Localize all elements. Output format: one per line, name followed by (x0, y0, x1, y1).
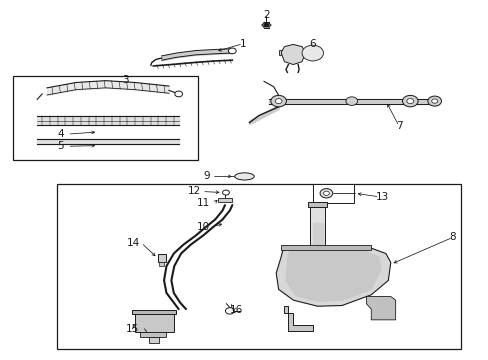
Text: 5: 5 (58, 141, 64, 151)
Circle shape (270, 95, 286, 107)
Polygon shape (158, 253, 165, 262)
Circle shape (323, 191, 329, 195)
Bar (57, 184, 461, 348)
Text: 16: 16 (229, 305, 243, 315)
Polygon shape (132, 310, 176, 315)
Polygon shape (281, 245, 370, 250)
Text: 3: 3 (122, 75, 128, 85)
Polygon shape (283, 306, 312, 330)
Text: 6: 6 (309, 39, 315, 49)
Text: 13: 13 (375, 192, 388, 202)
Polygon shape (149, 337, 159, 343)
Text: 11: 11 (197, 198, 210, 208)
Circle shape (275, 99, 282, 104)
Polygon shape (135, 313, 173, 332)
Circle shape (222, 190, 229, 195)
Polygon shape (159, 262, 163, 266)
Polygon shape (305, 50, 307, 55)
Text: 14: 14 (126, 238, 140, 248)
Circle shape (406, 99, 413, 104)
Polygon shape (281, 44, 305, 64)
Text: 2: 2 (263, 10, 269, 20)
Text: 9: 9 (203, 171, 210, 181)
Circle shape (431, 99, 437, 103)
Bar (312, 184, 353, 203)
Circle shape (228, 48, 236, 54)
Text: 8: 8 (448, 232, 455, 242)
Text: 4: 4 (58, 129, 64, 139)
Polygon shape (307, 202, 327, 207)
Text: 7: 7 (395, 121, 402, 131)
Polygon shape (285, 252, 380, 301)
Text: 1: 1 (239, 39, 246, 49)
Polygon shape (276, 248, 390, 306)
Polygon shape (310, 205, 325, 248)
Circle shape (427, 96, 441, 106)
Circle shape (320, 189, 332, 198)
Polygon shape (312, 223, 322, 246)
Text: 15: 15 (125, 324, 139, 334)
Circle shape (402, 95, 417, 107)
Polygon shape (278, 50, 281, 55)
Circle shape (302, 45, 323, 61)
Bar (13, 76, 198, 160)
Circle shape (225, 308, 234, 314)
Circle shape (345, 97, 357, 105)
Text: 12: 12 (187, 186, 200, 197)
Polygon shape (366, 297, 395, 320)
Ellipse shape (234, 173, 254, 180)
Text: 10: 10 (197, 222, 210, 231)
Circle shape (174, 91, 182, 97)
Polygon shape (140, 332, 166, 337)
Polygon shape (217, 198, 232, 202)
Circle shape (264, 23, 268, 27)
